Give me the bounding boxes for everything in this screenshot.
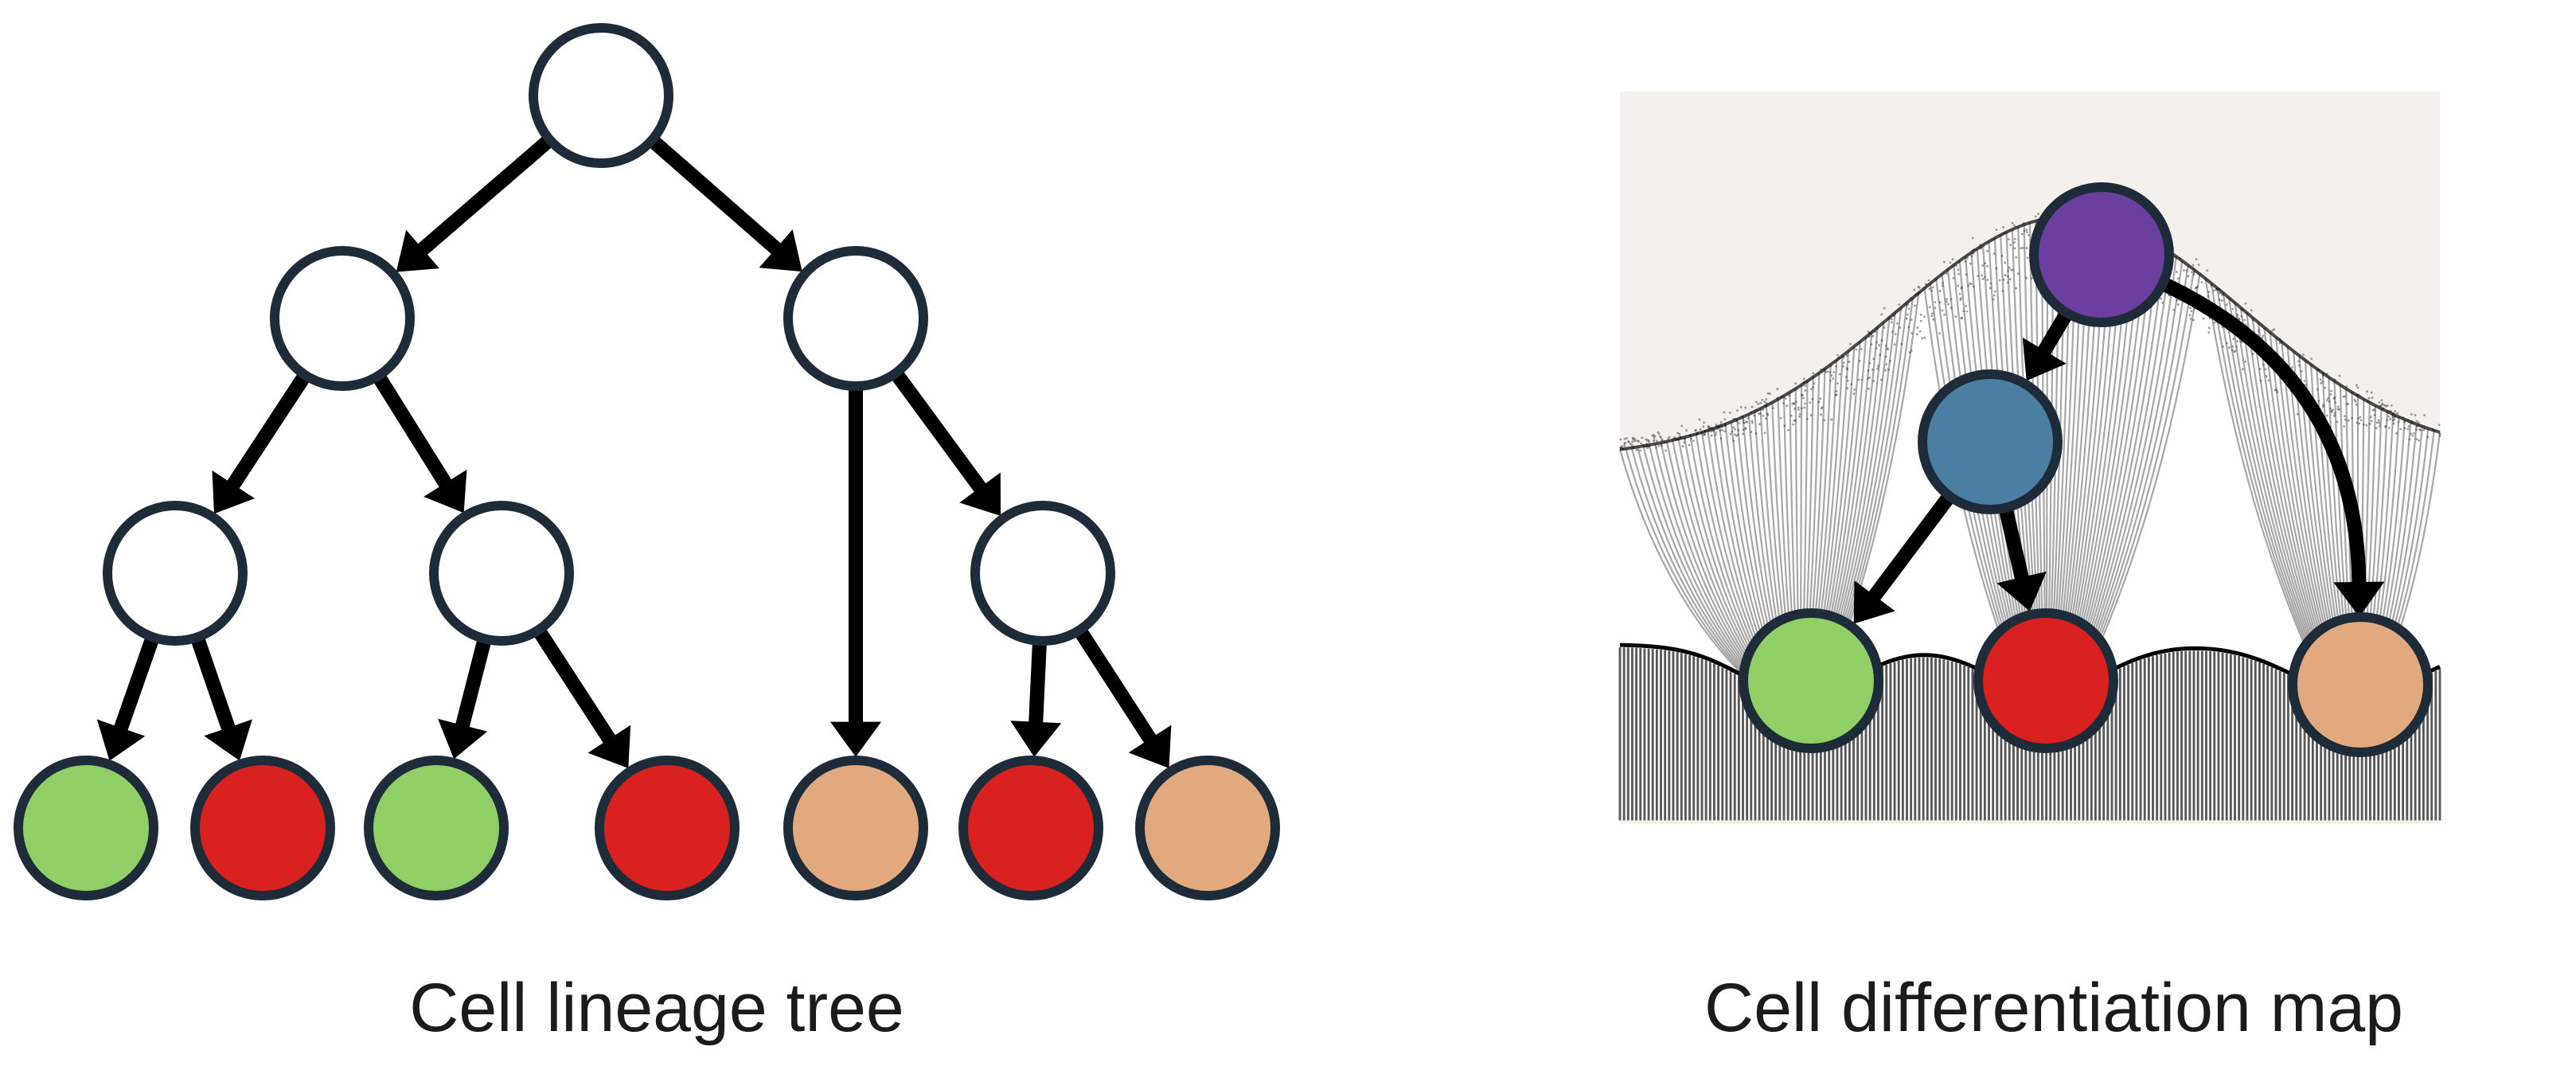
lineage-tree [18,28,1275,896]
lineage-node-l3 [369,760,504,896]
lineage-node-l1 [18,760,154,896]
lineage-edge-R-RR-shaft [896,373,980,488]
lineage-node-root [533,28,669,163]
lineage-node-L [275,251,410,386]
landscape-node-green [1743,613,1879,748]
lineage-node-l6 [963,760,1099,896]
lineage-edge-LR-l3-shaft [463,639,485,725]
lineage-node-LR [434,506,569,641]
landscape-node-mid [1922,374,2058,510]
lineage-node-LL [107,506,243,641]
lineage-edge-RR-l6-head [1010,721,1061,756]
lineage-edge-LR-l4-shaft [538,630,609,739]
caption-left: Cell lineage tree [409,970,904,1046]
lineage-edge-LL-l1-shaft [121,637,153,728]
landscape-node-red [1978,613,2113,748]
lineage-edge-L-LR-shaft [378,376,445,483]
lineage-edge-L-LL-shaft [233,375,305,484]
landscape-node-top [2034,187,2169,322]
lineage-node-l5 [788,760,923,896]
lineage-node-l4 [599,760,735,896]
lineage-node-R [788,251,923,386]
lineage-edge-R-l5-head [830,722,881,757]
lineage-edge-LL-l2-shaft [197,637,228,727]
caption-right: Cell differentiation map [1704,970,2403,1046]
lineage-edge-RR-l7-shaft [1079,630,1149,739]
lineage-node-RR [975,506,1110,641]
lineage-node-l7 [1140,760,1275,896]
lineage-edge-RR-l6-shaft [1036,641,1040,722]
lineage-node-l2 [195,760,330,896]
lineage-edge-root-R-shaft [652,140,776,248]
lineage-edges [97,139,1172,768]
landscape [1619,92,2441,824]
lineage-edge-root-L-shaft [423,139,550,248]
landscape-node-tan [2293,617,2428,752]
